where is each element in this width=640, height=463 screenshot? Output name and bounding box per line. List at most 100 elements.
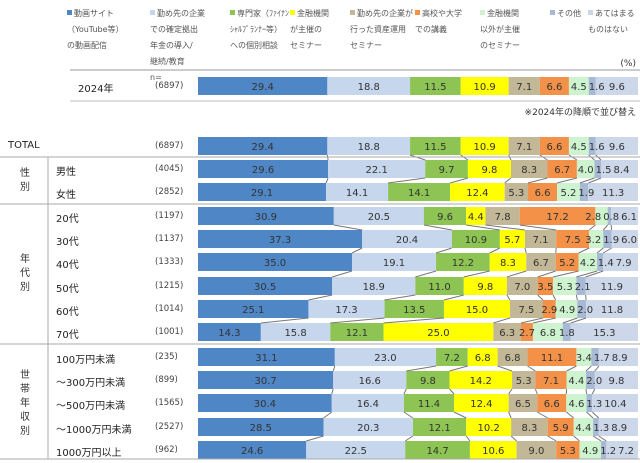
data-label: 35.0: [264, 258, 286, 269]
data-label: 29.1: [251, 188, 273, 199]
connector-line: [547, 435, 557, 442]
bar-segment: [521, 323, 533, 341]
data-label: 20.5: [368, 212, 390, 223]
connector-line: [504, 177, 512, 184]
row-label: 50代: [56, 284, 79, 295]
connector-line: [453, 411, 467, 419]
data-label: 5.7: [504, 235, 520, 246]
bar-segment: [532, 323, 563, 341]
bar-segment: [326, 183, 389, 201]
bar-segment: [412, 418, 467, 436]
bar-segment: [333, 207, 424, 225]
bar-segment: [405, 441, 470, 459]
sample-size: (1333): [155, 257, 184, 267]
data-label: 6.7: [554, 165, 570, 176]
legend-item: 動画サイト （YouTube等） の動画配信: [67, 6, 124, 54]
bar-segment: [595, 207, 608, 225]
data-label: 15.3: [593, 328, 615, 339]
connector-line: [591, 411, 600, 419]
data-label: 9.8: [481, 165, 497, 176]
bar-segment: [512, 371, 536, 389]
bar-segment: [328, 160, 426, 178]
data-label: 6.8: [540, 328, 556, 339]
bar-segment: [198, 371, 334, 389]
connector-line: [332, 270, 353, 278]
sample-size: (235): [155, 352, 178, 362]
bar-segment: [334, 348, 437, 366]
legend-item: 専門家（ﾌｧｲﾅﾝ ｼｬﾙﾌﾟﾗﾝﾅｰ等） への個別相談: [230, 6, 289, 54]
data-label: 7.8: [495, 212, 511, 223]
bar-segment: [466, 418, 512, 436]
bar-segment: [330, 323, 384, 341]
data-label: 8.3: [521, 423, 537, 434]
bar-segment: [423, 207, 467, 225]
legend-item: 金融機関 以外が主催 のセミナー: [480, 6, 520, 54]
bar-segment: [594, 160, 602, 178]
connector-line: [562, 317, 578, 324]
bar-segment: [573, 418, 594, 436]
legend-swatch: [588, 10, 593, 15]
data-label: 7.9: [616, 258, 632, 269]
connector-line: [565, 411, 575, 419]
data-label: 9.6: [609, 142, 625, 153]
bar-segment: [611, 207, 638, 225]
data-label: 6.6: [546, 142, 562, 153]
legend-swatch: [67, 10, 72, 15]
connector-line: [588, 224, 596, 231]
connector-line: [537, 294, 544, 301]
legend-swatch: [290, 10, 295, 15]
data-label: 6.5: [515, 399, 531, 410]
bar-segment: [598, 348, 638, 366]
bar-segment: [308, 300, 385, 318]
connector-line: [497, 365, 513, 372]
connector-line: [592, 435, 602, 442]
legend-item: 勤め先の企業 での確定拠出 年金の導入/ 継続/教育 n=: [150, 6, 205, 86]
data-label: 25.1: [242, 305, 264, 316]
data-label: 0.8: [603, 212, 619, 223]
data-label: 10.6: [482, 446, 504, 457]
bar-segment: [603, 253, 638, 271]
data-label: 25.0: [427, 328, 449, 339]
sample-size: (6897): [155, 81, 184, 91]
data-label: 11.9: [601, 282, 623, 293]
connector-line: [403, 411, 414, 419]
bar-segment: [528, 183, 558, 201]
data-label: 4.0: [578, 165, 594, 176]
connector-line: [332, 365, 336, 372]
bar-segment: [508, 77, 540, 95]
data-label: 29.6: [252, 165, 274, 176]
connector-line: [306, 435, 324, 442]
connector-line: [579, 177, 595, 184]
bar-segment: [383, 323, 494, 341]
connector-line: [510, 435, 517, 442]
data-label: 37.3: [269, 235, 291, 246]
data-label: 1.3: [586, 399, 602, 410]
data-label: 2.8: [585, 212, 601, 223]
data-label: 4.4: [575, 423, 591, 434]
data-label: 11.4: [418, 399, 440, 410]
connector-line: [463, 270, 490, 278]
legend-item: あてはまる ものはない: [588, 6, 635, 38]
bar-segment: [384, 300, 444, 318]
data-label: 22.1: [366, 165, 388, 176]
data-label: 6.7: [533, 258, 549, 269]
bar-segment: [198, 207, 334, 225]
connector-line: [527, 177, 548, 184]
data-label: 29.4: [252, 82, 274, 93]
data-label: 20.4: [396, 235, 418, 246]
bar-segment: [415, 277, 464, 295]
data-label: 4.4: [468, 212, 484, 223]
connector-line: [388, 177, 426, 184]
data-label: 1.8: [559, 328, 575, 339]
legend-label: あてはまる ものはない: [588, 9, 635, 34]
data-label: 8.3: [521, 165, 537, 176]
connector-line: [552, 294, 557, 301]
data-label: 11.8: [601, 305, 623, 316]
connector-line: [351, 247, 363, 254]
bar-segment: [509, 300, 543, 318]
legend-item: その他: [550, 6, 581, 22]
sample-size: (1565): [155, 398, 184, 408]
data-label: 17.3: [335, 305, 357, 316]
bar-segment: [566, 394, 587, 412]
connector-line: [527, 365, 536, 372]
